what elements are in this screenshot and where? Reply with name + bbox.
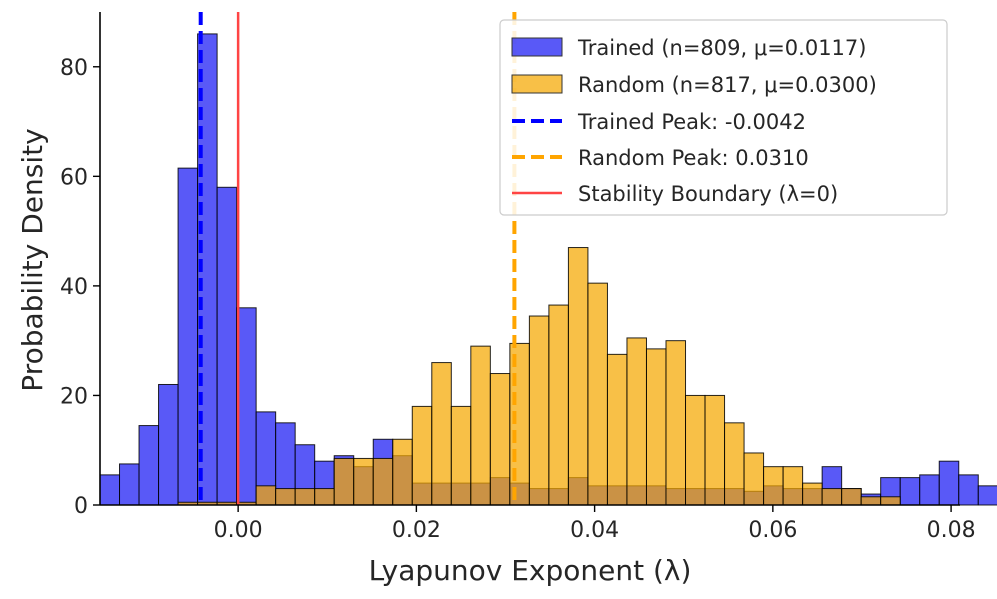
y-axis-label: Probability Density xyxy=(16,128,49,391)
y-tick-label: 0 xyxy=(74,494,88,519)
trained-bar xyxy=(99,474,121,506)
x-tick-label: 0.06 xyxy=(748,518,797,543)
random-bar xyxy=(763,466,784,506)
random-bar xyxy=(333,457,355,506)
x-tick-label: 0.02 xyxy=(392,518,441,543)
y-tick-label: 20 xyxy=(60,384,88,409)
y-tick-label: 40 xyxy=(60,275,88,300)
random-bar xyxy=(489,373,511,506)
legend-label-trained-peak: Trained Peak: -0.0042 xyxy=(577,110,806,134)
random-bar xyxy=(724,422,745,506)
random-bar xyxy=(665,340,687,506)
x-axis-label: Lyapunov Exponent (λ) xyxy=(369,554,692,587)
trained-bar xyxy=(899,477,921,506)
trained-bar xyxy=(938,460,960,506)
random-bar xyxy=(802,482,823,506)
random-bar xyxy=(685,394,706,506)
random-bar xyxy=(353,457,374,506)
random-bar xyxy=(275,488,296,506)
trained-bar xyxy=(919,474,940,506)
random-bar xyxy=(821,488,843,506)
trained-bar xyxy=(177,167,199,506)
legend: Trained (n=809, μ=0.0117) Random (n=817,… xyxy=(499,19,948,216)
random-bar xyxy=(372,457,394,506)
random-bar xyxy=(782,466,804,506)
random-bar xyxy=(880,496,901,506)
random-bar xyxy=(567,247,589,506)
trained-bars xyxy=(99,33,997,506)
legend-frame xyxy=(499,19,948,216)
random-bar xyxy=(528,315,550,506)
random-bar xyxy=(255,485,277,506)
random-bar xyxy=(626,337,647,506)
random-bar xyxy=(431,362,452,506)
trained-bar xyxy=(977,485,997,506)
random-bar xyxy=(294,488,316,506)
random-bar xyxy=(860,496,882,506)
legend-patch-trained xyxy=(511,37,563,57)
random-bar xyxy=(645,348,667,506)
random-bar xyxy=(548,304,569,506)
random-bar xyxy=(411,405,433,506)
legend-label-random-peak: Random Peak: 0.0310 xyxy=(578,146,809,170)
trained-bar xyxy=(236,307,257,506)
x-tick-label: 0.00 xyxy=(214,518,263,543)
x-tick-label: 0.04 xyxy=(570,518,619,543)
legend-patch-random xyxy=(511,74,563,94)
random-bar xyxy=(470,345,491,506)
random-bar xyxy=(743,452,765,506)
x-ticks: 0.00 0.02 0.04 0.06 0.08 xyxy=(214,505,976,543)
y-tick-label: 60 xyxy=(60,165,88,190)
legend-label-stability: Stability Boundary (λ=0) xyxy=(578,182,838,206)
y-tick-label: 80 xyxy=(60,56,88,81)
trained-bar xyxy=(138,425,160,506)
trained-bar xyxy=(158,383,179,506)
random-bar xyxy=(314,488,335,506)
legend-label-random: Random (n=817, μ=0.0300) xyxy=(578,73,877,97)
trained-bar xyxy=(958,474,979,506)
x-tick-label: 0.08 xyxy=(927,518,976,543)
random-bar xyxy=(450,405,472,506)
random-bar xyxy=(606,353,628,506)
random-bar xyxy=(587,282,608,506)
random-bar xyxy=(841,488,862,506)
trained-bar xyxy=(216,186,238,506)
y-ticks: 0 20 40 60 80 xyxy=(60,56,100,519)
random-bar xyxy=(392,438,413,506)
legend-label-trained: Trained (n=809, μ=0.0117) xyxy=(577,36,866,60)
random-bar xyxy=(704,394,726,506)
trained-bar xyxy=(119,463,140,506)
